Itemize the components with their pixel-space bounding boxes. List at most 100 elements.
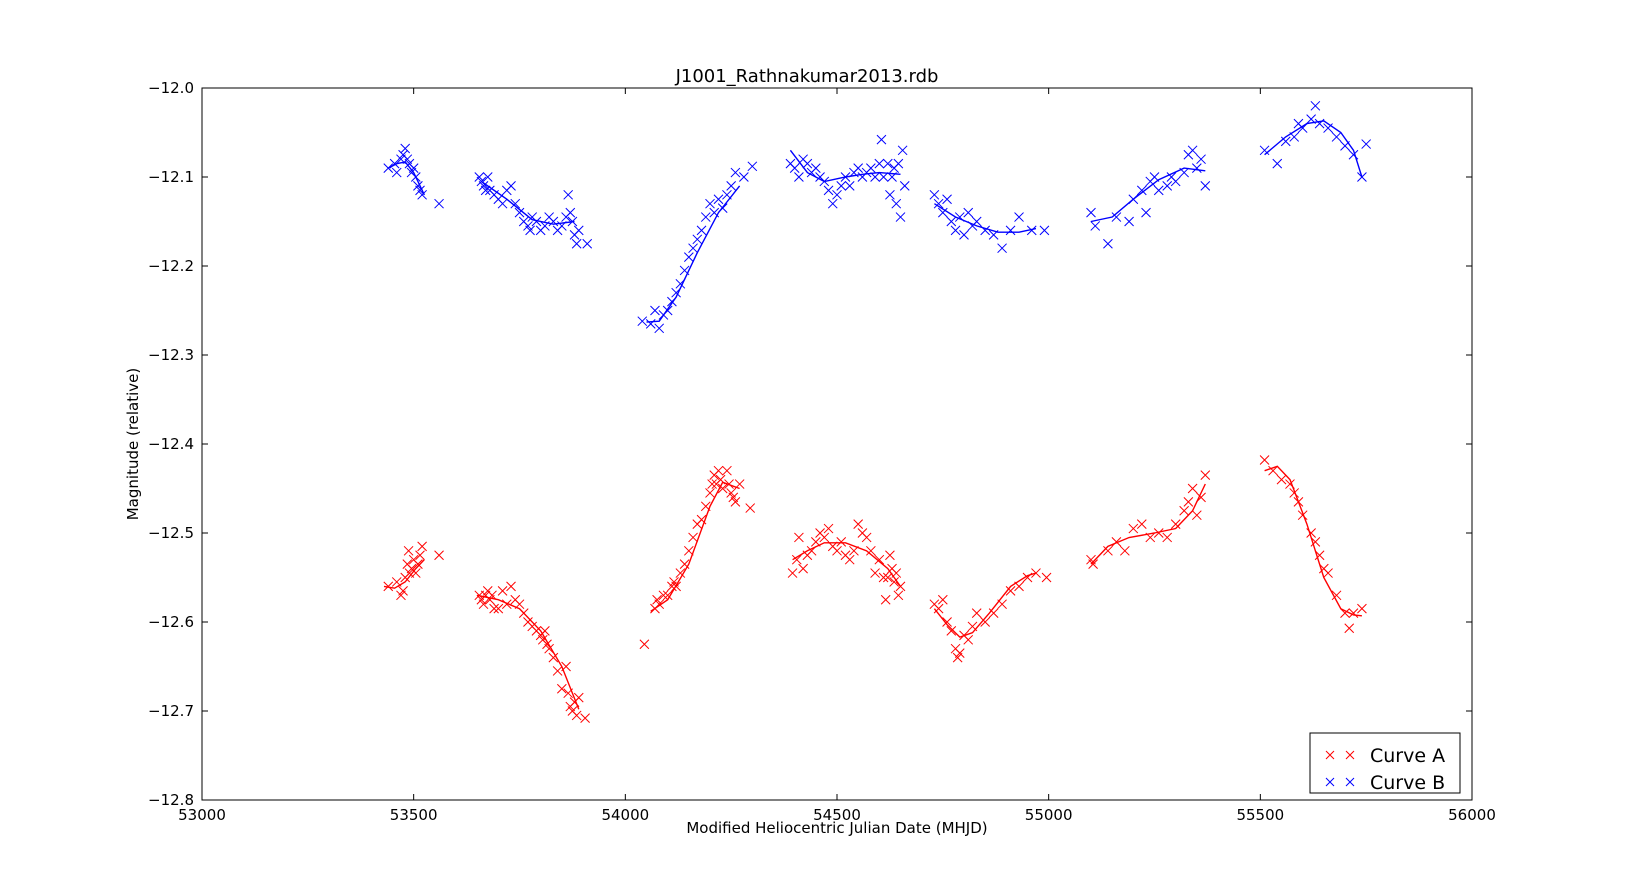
curve-b-point [1170, 176, 1181, 187]
curve-a-point [730, 496, 741, 507]
y-axis-label: Magnitude (relative) [124, 368, 142, 521]
curve-b-point [874, 158, 885, 169]
curve-b-fit-line [1264, 120, 1363, 178]
curve-b-point [573, 225, 584, 236]
curve-a-fit-line [477, 594, 580, 710]
curve-b-point [1310, 100, 1321, 111]
curve-a-point [885, 550, 895, 561]
curve-b-point [1331, 132, 1342, 142]
curve-a-point [1191, 510, 1202, 521]
curve-a-point [403, 545, 414, 556]
curve-b-fit-line [646, 185, 741, 323]
curve-a-fit-line [383, 559, 425, 589]
curve-a-point [1340, 608, 1350, 618]
curve-b-point [400, 143, 411, 154]
curve-a-point [937, 594, 948, 605]
curve-b-point [933, 198, 944, 209]
curve-a-point [580, 713, 590, 723]
curve-b-fit-line [480, 180, 575, 225]
curve-a-point [722, 465, 732, 476]
data-markers [383, 100, 1372, 723]
curve-b-fit-line [934, 203, 1037, 233]
curve-b-point [823, 185, 834, 196]
curve-b-point [747, 161, 758, 172]
curve-b-point [1103, 238, 1113, 249]
curve-a-point [417, 541, 427, 552]
curve-b-point [739, 172, 749, 182]
curve-b-point [891, 198, 902, 209]
curve-a-point [548, 652, 559, 663]
curve-b-point [997, 243, 1007, 254]
curve-b-point [1323, 123, 1333, 133]
y-tick-label: −12.3 [148, 346, 194, 364]
curve-a-point [1183, 496, 1194, 507]
curve-b-point [700, 212, 711, 222]
curve-a-point [1136, 519, 1147, 529]
curve-a-point [1348, 608, 1359, 618]
curve-a-point [954, 648, 965, 659]
curve-a-point [963, 634, 974, 645]
x-tick-label: 53500 [390, 806, 438, 824]
curve-b-point [1187, 145, 1198, 156]
curve-a-point [823, 523, 834, 534]
y-tick-label: −12.1 [148, 168, 194, 186]
curve-a-point [971, 608, 982, 618]
curve-b-point [1086, 207, 1096, 218]
curve-b-point [434, 198, 444, 209]
curve-b-point [937, 207, 948, 218]
curve-a-point [705, 488, 715, 498]
curve-b-point [1153, 185, 1164, 196]
curve-b-point [844, 181, 855, 191]
curve-b-point [696, 225, 707, 236]
y-tick-label: −12.7 [148, 702, 194, 720]
curve-a-point [413, 559, 423, 570]
curve-a-point [1103, 545, 1113, 556]
curve-b-point [692, 234, 703, 245]
curve-b-point [1357, 172, 1367, 182]
curve-b-point [802, 158, 813, 169]
curve-b-legend-marker [1345, 777, 1355, 787]
curve-a-point [844, 554, 855, 565]
curve-a-point [506, 581, 516, 592]
curve-a-legend-marker [1345, 750, 1355, 760]
curve-a-point [1297, 510, 1308, 521]
curve-b-point [713, 194, 724, 205]
curve-b-point [893, 158, 904, 169]
curve-a-legend-marker [1325, 750, 1335, 760]
curve-a-point [878, 572, 889, 583]
curve-b-legend-label: Curve B [1370, 772, 1445, 794]
curve-a-point [544, 643, 554, 654]
x-tick-label: 54000 [601, 806, 649, 824]
curve-a-point [853, 519, 864, 529]
curve-b-point [1196, 154, 1206, 165]
curve-a-point [880, 594, 891, 605]
curve-a-point [832, 545, 842, 556]
legend-box [1309, 732, 1461, 794]
curve-a-point [679, 559, 690, 570]
curve-b-point [836, 181, 847, 191]
curve-a-point [717, 483, 728, 494]
curve-b-point [1039, 225, 1050, 236]
curve-a-point [874, 554, 885, 565]
x-tick-label: 55000 [1025, 806, 1073, 824]
curve-b-legend-marker [1325, 777, 1335, 787]
curve-a-point [893, 590, 904, 601]
curve-a-point [794, 532, 804, 543]
curve-b-point [565, 207, 576, 218]
curve-b-point [876, 134, 887, 145]
curve-b-point [866, 163, 876, 173]
x-tick-label: 54500 [813, 806, 861, 824]
curve-b-point [794, 172, 804, 182]
curve-a-point [861, 532, 872, 543]
curve-b-point [645, 318, 656, 329]
chart-title: J1001_Rathnakumar2013.rdb [675, 66, 939, 87]
curve-b-point [1005, 225, 1016, 236]
curve-a-point [1120, 545, 1130, 556]
curve-a-point [707, 479, 717, 489]
curve-b-point [899, 181, 910, 191]
x-axis-label: Modified Heliocentric Julian Date (MHJD) [686, 819, 987, 837]
curve-a-point [798, 563, 808, 574]
curve-a-point [1323, 568, 1333, 578]
curve-b-point [853, 163, 864, 173]
curve-a-point [1289, 488, 1300, 498]
